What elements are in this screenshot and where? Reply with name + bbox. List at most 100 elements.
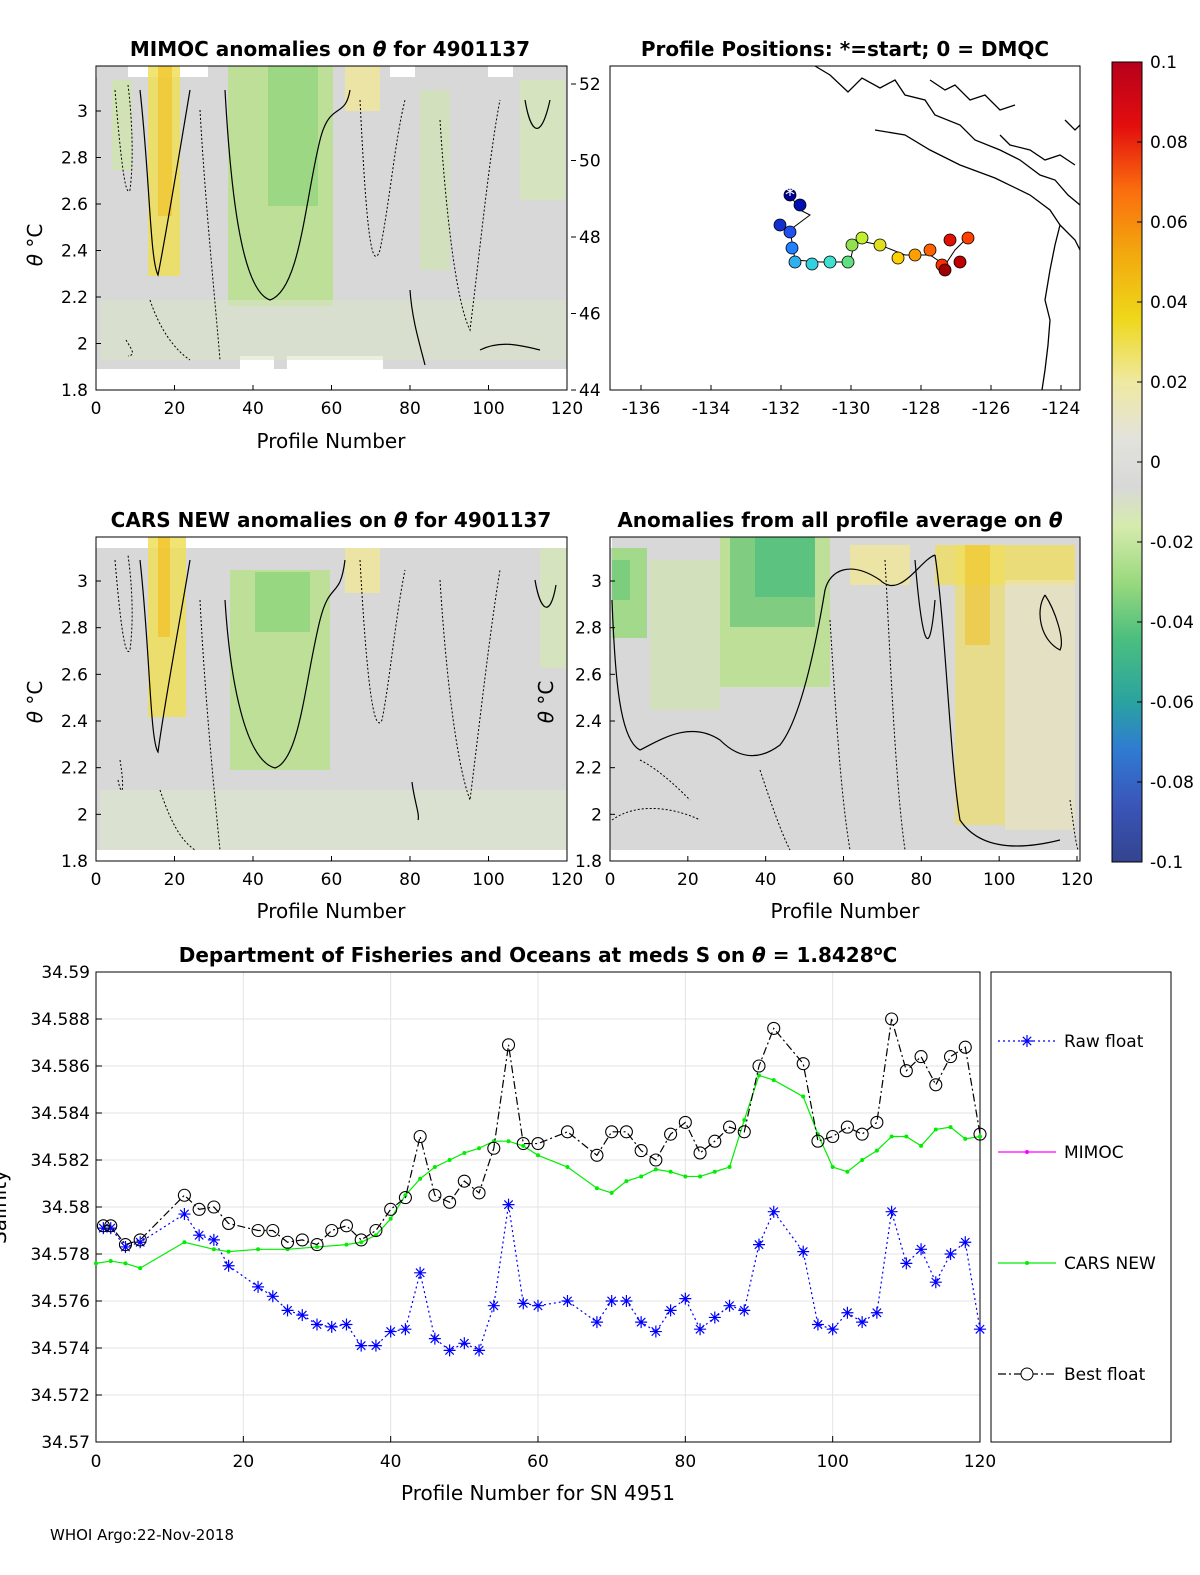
cars-new-point xyxy=(388,1216,393,1221)
raw-float-point xyxy=(590,1316,603,1329)
cars-title: CARS NEW anomalies on θ for 4901137 xyxy=(111,508,552,532)
best-float-point xyxy=(899,1064,913,1078)
raw-float-point xyxy=(266,1290,279,1303)
avg-panel: Anomalies from all profile average on θ xyxy=(534,508,1093,923)
cars-new-point xyxy=(874,1148,879,1153)
cars-new-point xyxy=(948,1125,953,1130)
best-float-point xyxy=(826,1129,840,1144)
cars-new-point xyxy=(889,1134,894,1139)
best-float-point xyxy=(251,1223,265,1238)
best-float-point xyxy=(605,1125,619,1139)
mimoc-x-ticklabel: 80 xyxy=(399,399,421,419)
salinity-y-ticklabel: 34.576 xyxy=(31,1292,90,1312)
cars-new-point xyxy=(624,1179,629,1184)
map-x-ticklabel: -126 xyxy=(972,399,1011,419)
cars-new-point xyxy=(182,1240,187,1245)
mimoc-y-ticklabel: 1.8 xyxy=(61,381,88,401)
avg-yaxis: 1.8 2 2.2 2.4 2.6 2.8 3 xyxy=(575,572,615,872)
best-float-point xyxy=(678,1115,692,1129)
mimoc-x-ticklabel: 40 xyxy=(242,399,264,419)
colorbar-ticklabel: -0.08 xyxy=(1150,773,1194,793)
salinity-y-ticklabel: 34.572 xyxy=(31,1386,90,1406)
cars-new-point xyxy=(521,1143,526,1148)
mimoc-y-ticklabel: 2.6 xyxy=(61,195,88,215)
best-float-point xyxy=(840,1120,854,1134)
salinity-x-ticklabel: 40 xyxy=(380,1452,402,1472)
cars-x-ticklabel: 100 xyxy=(472,870,504,890)
colorbar-ticklabel: 0.04 xyxy=(1150,293,1188,313)
salinity-yaxis: 34.57 34.572 34.574 34.576 34.578 34.58 34.582… xyxy=(31,963,102,1453)
raw-float-point xyxy=(134,1236,147,1249)
raw-float-point xyxy=(635,1316,648,1329)
salinity-series xyxy=(94,1012,987,1357)
raw-float-point xyxy=(723,1299,736,1312)
cars-new-point xyxy=(801,1094,806,1099)
mimoc-x-ticklabel: 100 xyxy=(472,399,504,419)
float-track: * xyxy=(773,183,975,277)
cars-y-ticklabel: 2.2 xyxy=(61,759,88,779)
mimoc-y-ticklabel: 2.2 xyxy=(61,288,88,308)
map-axes-box xyxy=(609,65,1081,391)
legend-raw-float-label: Raw float xyxy=(1064,1032,1144,1052)
best-float-point xyxy=(973,1127,987,1141)
raw-float-point xyxy=(797,1245,810,1258)
salinity-x-ticklabel: 0 xyxy=(91,1452,102,1472)
best-float-point xyxy=(354,1233,368,1247)
avg-y-ticklabel: 1.8 xyxy=(575,852,602,872)
cars-new-point xyxy=(226,1249,231,1254)
raw-float-point xyxy=(738,1304,751,1317)
raw-float-point xyxy=(340,1318,353,1331)
avg-xaxis: 0 20 40 60 80 100 120 xyxy=(605,856,1093,890)
legend-cars-new-label: CARS NEW xyxy=(1064,1254,1156,1274)
best-float-point xyxy=(104,1219,118,1233)
best-float-point xyxy=(207,1200,221,1214)
map-yaxis: 44 46 48 50 52 xyxy=(571,75,601,401)
footer-text: WHOI Argo:22-Nov-2018 xyxy=(50,1526,234,1544)
legend-best-float-label: Best float xyxy=(1064,1365,1146,1385)
best-float-point xyxy=(472,1186,486,1200)
raw-float-point xyxy=(281,1304,294,1317)
best-float-point xyxy=(752,1059,766,1073)
best-float-point xyxy=(634,1144,648,1158)
raw-float-point xyxy=(708,1311,721,1324)
raw-float-point xyxy=(473,1344,486,1357)
best-float-point xyxy=(177,1188,191,1202)
best-float-point xyxy=(443,1195,457,1209)
salinity-legend: Raw float MIMOC CARS NEW Best float xyxy=(990,971,1172,1443)
cars-new-point xyxy=(830,1165,835,1170)
avg-x-ticklabel: 20 xyxy=(677,870,699,890)
best-float-point xyxy=(560,1125,575,1139)
raw-float-point xyxy=(974,1323,986,1336)
raw-float-point xyxy=(826,1323,839,1336)
map-xaxis: -136 -134 -132 -130 -128 -126 -124 xyxy=(622,385,1080,419)
best-float-point xyxy=(295,1233,309,1247)
avg-y-ticklabel: 2.2 xyxy=(575,759,602,779)
cars-x-ticklabel: 80 xyxy=(399,870,421,890)
salinity-x-ticklabel: 80 xyxy=(675,1452,697,1472)
cars-new-point xyxy=(447,1158,452,1162)
raw-float-point xyxy=(119,1240,132,1253)
raw-float-point xyxy=(252,1280,265,1293)
cars-y-ticklabel: 2.8 xyxy=(61,619,88,639)
avg-y-ticklabel: 2.4 xyxy=(575,712,602,732)
cars-new-point xyxy=(506,1139,511,1144)
avg-x-ticklabel: 80 xyxy=(911,870,933,890)
raw-float-point xyxy=(97,1222,110,1235)
raw-float-point xyxy=(222,1259,235,1272)
raw-float-point xyxy=(517,1297,530,1310)
raw-float-point xyxy=(870,1306,883,1319)
cars-y-ticklabel: 1.8 xyxy=(61,852,88,872)
raw-float-point xyxy=(296,1309,309,1322)
cars-new-point xyxy=(978,1134,982,1139)
avg-heatmap xyxy=(610,537,1080,862)
map-y-ticklabel: 44 xyxy=(579,381,601,401)
salinity-y-ticklabel: 34.58 xyxy=(41,1198,90,1218)
best-float-point xyxy=(796,1057,810,1071)
mimoc-yaxis: 1.8 2 2.2 2.4 2.6 2.8 3 xyxy=(61,102,101,401)
best-float-line xyxy=(103,1018,981,1246)
raw-float-point xyxy=(414,1266,427,1279)
cars-new-point xyxy=(138,1266,143,1271)
map-y-ticklabel: 48 xyxy=(579,228,601,248)
cars-y-ticklabel: 2.4 xyxy=(61,712,88,732)
